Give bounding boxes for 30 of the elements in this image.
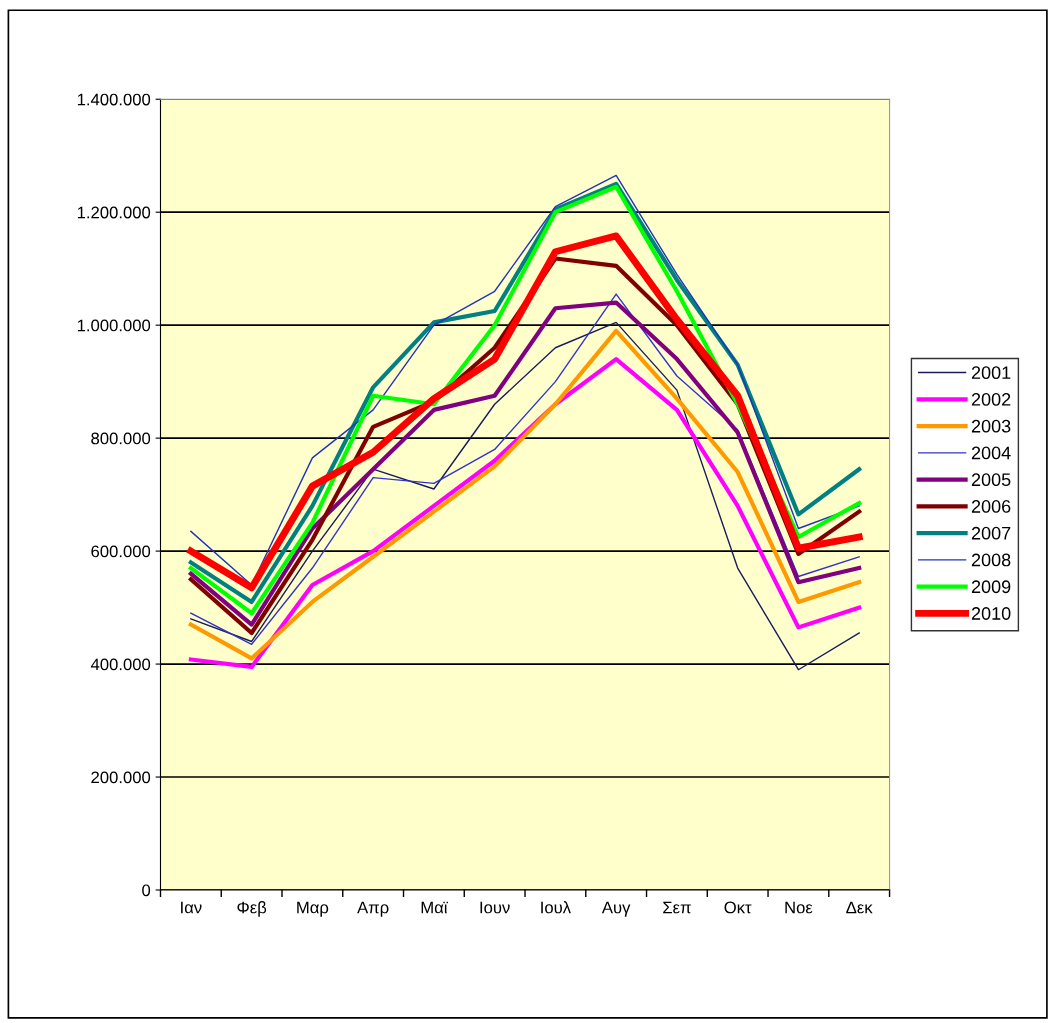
x-tick-label: Οκτ xyxy=(724,901,752,914)
x-tick-label: Ιαν xyxy=(181,901,202,914)
y-tick-label: 1.400.000 xyxy=(77,93,151,106)
x-tick-label: Νοε xyxy=(785,901,813,914)
legend-label: 2008 xyxy=(971,553,1011,567)
y-tick-label: 200.000 xyxy=(91,771,151,784)
y-tick-label: 600.000 xyxy=(91,545,151,558)
x-tick-label: Φεβ xyxy=(237,901,267,917)
legend-label: 2004 xyxy=(971,446,1011,460)
y-tick-label: 400.000 xyxy=(90,658,151,671)
legend-label: 2003 xyxy=(971,419,1011,433)
x-tick-label: Δεκ xyxy=(846,901,873,914)
y-tick-label: 800.000 xyxy=(91,432,151,445)
x-tick-label: Μαρ xyxy=(297,901,329,917)
y-tick-label: 1.000.000 xyxy=(77,319,151,332)
x-tick-label: Σεπ xyxy=(663,901,691,914)
legend-label: 2009 xyxy=(971,580,1011,594)
x-tick-label: Απρ xyxy=(357,901,389,917)
legend-label: 2005 xyxy=(971,473,1011,487)
y-tick-label: 1.200.000 xyxy=(77,206,151,219)
legend-label: 2006 xyxy=(971,500,1011,513)
x-tick-label: Μαϊ xyxy=(421,901,448,914)
legend-label: 2001 xyxy=(971,366,1011,380)
legend-label: 2002 xyxy=(971,393,1011,406)
y-tick-label: 0 xyxy=(142,884,151,897)
x-tick-label: Ιουλ xyxy=(541,901,571,914)
x-tick-label: Ιουν xyxy=(480,901,510,914)
legend-label: 2007 xyxy=(971,526,1011,540)
x-tick-label: Αυγ xyxy=(601,901,631,917)
legend-label: 2010 xyxy=(971,607,1011,620)
